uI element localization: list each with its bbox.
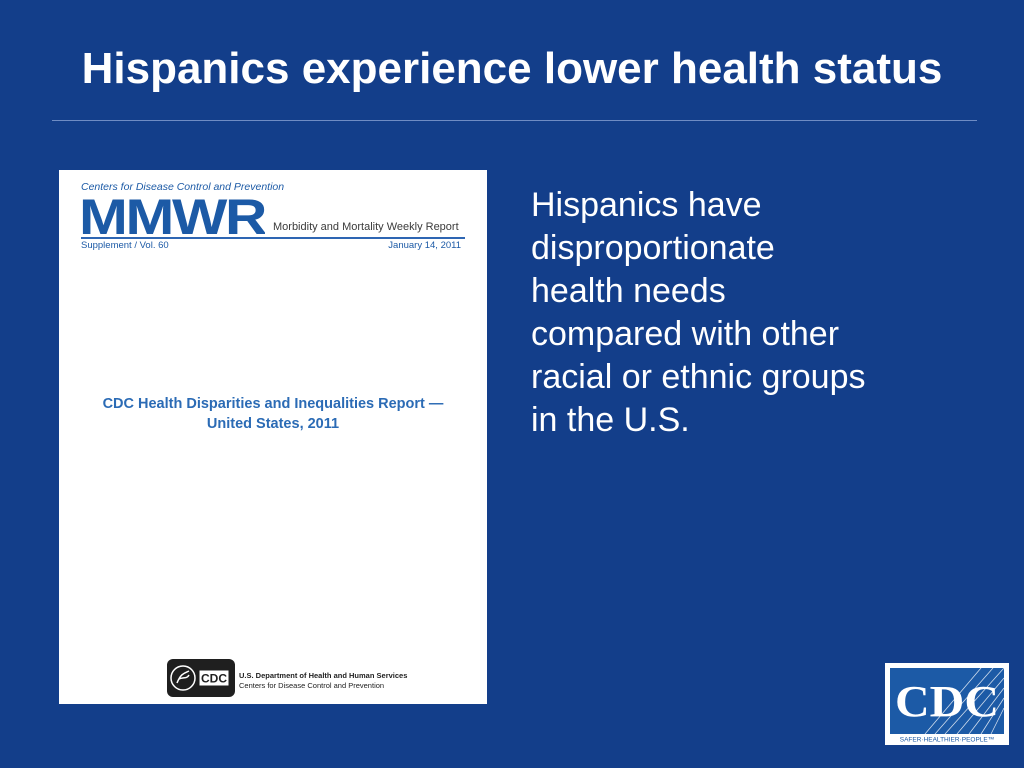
report-title-line2: United States, 2011 (206, 416, 340, 432)
cdc-logo: CDC SAFER·HEALTHIER·PEOPLE™ (885, 663, 1009, 745)
report-title: CDC Health Disparities and Inequalities … (59, 394, 487, 434)
title-divider (52, 120, 977, 121)
body-line: disproportionate (531, 229, 775, 267)
masthead-rule (81, 237, 465, 239)
hhs-label: U.S. Department of Health and Human Serv… (239, 671, 407, 691)
hhs-cdc-name: Centers for Disease Control and Preventi… (239, 681, 385, 690)
report-cover-image: Centers for Disease Control and Preventi… (59, 170, 487, 704)
slide-title: Hispanics experience lower health status (81, 44, 943, 93)
body-line: Hispanics have (531, 186, 762, 224)
hhs-cdc-badge: CDC (167, 659, 235, 697)
cover-date: January 14, 2011 (388, 240, 461, 251)
body-line: racial or ethnic groups (531, 358, 866, 396)
report-title-line1: CDC Health Disparities and Inequalities … (102, 396, 444, 412)
hhs-badge-text: CDC (201, 672, 227, 686)
mmwr-logo: MMWR (79, 194, 265, 238)
cover-org-name: Centers for Disease Control and Preventi… (81, 181, 285, 193)
mmwr-subtitle: Morbidity and Mortality Weekly Report (273, 221, 459, 233)
cdc-tagline: SAFER·HEALTHIER·PEOPLE™ (900, 737, 995, 744)
cdc-logo-text: CDC (895, 677, 999, 726)
mmwr-logo-text: MMWR (79, 194, 265, 238)
body-line: compared with other (531, 315, 840, 353)
hhs-eagle-icon (170, 665, 196, 691)
hhs-dept-name: U.S. Department of Health and Human Serv… (239, 671, 408, 680)
body-line: health needs (531, 272, 726, 310)
body-text: Hispanics have disproportionate health n… (531, 184, 951, 442)
supplement-volume: Supplement / Vol. 60 (81, 240, 169, 251)
body-line: in the U.S. (531, 401, 690, 439)
